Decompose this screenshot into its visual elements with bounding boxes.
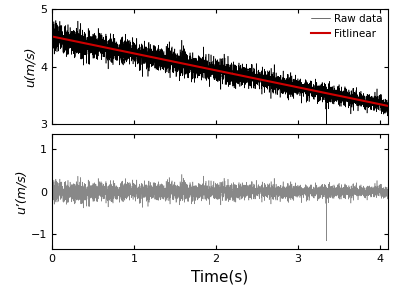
- Fitlinear: [222, 70, 227, 74]
- Y-axis label: u(m/s): u(m/s): [24, 46, 37, 87]
- Fitlinear: [251, 76, 256, 80]
- X-axis label: Time(s): Time(s): [191, 270, 249, 285]
- Raw data: [251, 77, 256, 80]
- Y-axis label: u’(m/s): u’(m/s): [15, 169, 28, 214]
- Line: Fitlinear: Fitlinear: [52, 37, 388, 106]
- Fitlinear: [50, 35, 54, 38]
- Raw data: [324, 158, 329, 162]
- Fitlinear: [165, 59, 170, 62]
- Fitlinear: [343, 95, 348, 99]
- Line: Raw data: Raw data: [52, 21, 388, 160]
- Fitlinear: [220, 70, 225, 73]
- Fitlinear: [146, 55, 151, 58]
- Raw data: [165, 52, 170, 56]
- Legend: Raw data, Fitlinear: Raw data, Fitlinear: [309, 12, 385, 41]
- Raw data: [54, 19, 58, 22]
- Raw data: [220, 81, 225, 84]
- Raw data: [50, 22, 54, 26]
- Raw data: [222, 69, 227, 72]
- Fitlinear: [386, 104, 390, 108]
- Raw data: [146, 41, 151, 45]
- Raw data: [386, 105, 390, 109]
- Raw data: [343, 94, 348, 97]
